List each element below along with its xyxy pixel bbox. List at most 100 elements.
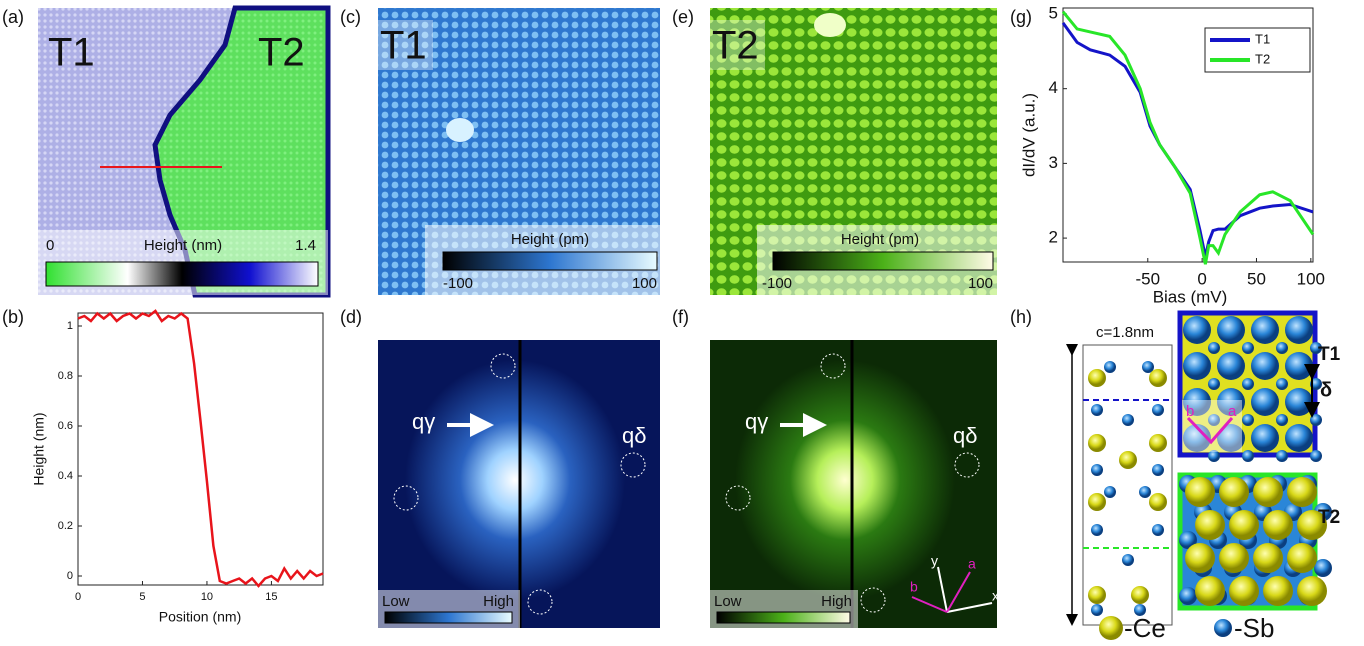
colorbar-high: High bbox=[821, 593, 852, 610]
atom bbox=[1310, 342, 1322, 354]
atom-label: -Ce bbox=[1124, 613, 1166, 643]
atom bbox=[1208, 450, 1220, 462]
axis-label: x bbox=[992, 588, 999, 604]
colorbar bbox=[716, 611, 851, 624]
atom bbox=[1285, 352, 1313, 380]
series-line bbox=[1061, 10, 1315, 265]
atom bbox=[1253, 543, 1283, 573]
atom bbox=[1217, 352, 1245, 380]
colorbar-min: 0 bbox=[46, 237, 54, 254]
model-label: T2 bbox=[1318, 507, 1340, 528]
colorbar-max: 1.4 bbox=[295, 237, 316, 254]
colorbar-title: Height (pm) bbox=[841, 231, 919, 248]
tag-bg bbox=[710, 20, 765, 70]
q-label: qγ bbox=[412, 409, 435, 434]
colorbar-min: -100 bbox=[443, 275, 473, 292]
atom bbox=[1297, 510, 1327, 540]
colorbar-title: Height (nm) bbox=[144, 237, 222, 254]
fft-center bbox=[735, 360, 955, 600]
atom bbox=[1276, 378, 1288, 390]
atom bbox=[1183, 316, 1211, 344]
atom bbox=[1310, 450, 1322, 462]
y-tick-label: 3 bbox=[1049, 153, 1058, 172]
atom bbox=[1208, 414, 1220, 426]
legend-label: T2 bbox=[1255, 51, 1270, 66]
atom bbox=[1179, 531, 1197, 549]
atom bbox=[1219, 477, 1249, 507]
peak-circles bbox=[393, 353, 646, 615]
atom bbox=[1183, 388, 1211, 416]
colorbar-high: High bbox=[483, 593, 514, 610]
series-line bbox=[1061, 22, 1314, 258]
atom bbox=[1217, 316, 1245, 344]
terrace-label: T1 bbox=[380, 24, 427, 68]
plot-area bbox=[1062, 7, 1314, 263]
vector-label: a bbox=[1228, 403, 1237, 420]
atom bbox=[1287, 543, 1317, 573]
atom bbox=[1242, 414, 1254, 426]
y-tick-label: 0.4 bbox=[58, 470, 73, 482]
atom bbox=[1183, 352, 1211, 380]
x-axis-label: Position (nm) bbox=[159, 609, 241, 625]
y-axis-label: dI/dV (a.u.) bbox=[1019, 93, 1038, 177]
atom bbox=[1208, 378, 1220, 390]
atom bbox=[1185, 477, 1215, 507]
atom bbox=[1251, 316, 1279, 344]
y-tick-label: 0.6 bbox=[58, 420, 73, 432]
atom bbox=[1276, 414, 1288, 426]
peak-circles bbox=[725, 353, 980, 613]
q-label: qγ bbox=[745, 409, 768, 434]
colorbar-max: 100 bbox=[968, 275, 993, 292]
terrace-label: T2 bbox=[258, 31, 305, 75]
panel-label: (g) bbox=[1010, 7, 1032, 27]
atom bbox=[1263, 510, 1293, 540]
colorbar bbox=[45, 261, 319, 287]
y-tick-label: 0 bbox=[67, 570, 73, 582]
panel-label: (b) bbox=[2, 307, 24, 327]
x-tick-label: 100 bbox=[1297, 269, 1325, 288]
y-tick-label: 5 bbox=[1049, 3, 1058, 22]
legend-atom bbox=[1214, 619, 1232, 637]
atom bbox=[1251, 388, 1279, 416]
defect bbox=[446, 118, 474, 142]
atom bbox=[1229, 576, 1259, 606]
colorbar-title: Height (pm) bbox=[511, 231, 589, 248]
x-tick-label: 5 bbox=[139, 591, 145, 603]
atom bbox=[1285, 388, 1313, 416]
atom bbox=[1217, 424, 1245, 452]
atom-label: -Sb bbox=[1234, 613, 1274, 643]
panel-label: (c) bbox=[340, 7, 361, 27]
lattice-label: c=1.8nm bbox=[1096, 324, 1154, 341]
atom bbox=[1183, 424, 1211, 452]
x-tick-label: 10 bbox=[201, 591, 213, 603]
atom bbox=[1185, 543, 1215, 573]
colorbar-low: Low bbox=[382, 593, 410, 610]
terrace-label: T1 bbox=[48, 31, 95, 75]
inset bbox=[1182, 400, 1242, 452]
model-label: T1 bbox=[1318, 344, 1341, 365]
colorbar-min: -100 bbox=[762, 275, 792, 292]
vector-label: b bbox=[1186, 403, 1194, 420]
atom bbox=[1242, 378, 1254, 390]
x-tick-label: 50 bbox=[1247, 269, 1266, 288]
defect bbox=[814, 13, 846, 37]
legend-atom bbox=[1099, 616, 1123, 640]
colorbar bbox=[772, 251, 994, 271]
y-tick-label: 0.2 bbox=[58, 520, 73, 532]
atom bbox=[1179, 587, 1197, 605]
atom bbox=[1208, 342, 1220, 354]
x-axis-label: Bias (mV) bbox=[1153, 287, 1228, 306]
atom bbox=[1253, 477, 1283, 507]
legend-box bbox=[1204, 27, 1311, 73]
atom bbox=[1310, 414, 1322, 426]
atom bbox=[1287, 477, 1317, 507]
unit-cell bbox=[1082, 344, 1173, 626]
atom bbox=[1229, 510, 1259, 540]
atom bbox=[1251, 352, 1279, 380]
panel-label: (h) bbox=[1010, 307, 1032, 327]
atom bbox=[1219, 543, 1249, 573]
tag-bg bbox=[378, 20, 433, 70]
t2-atoms bbox=[1179, 475, 1332, 606]
x-tick-label: -50 bbox=[1135, 269, 1160, 288]
